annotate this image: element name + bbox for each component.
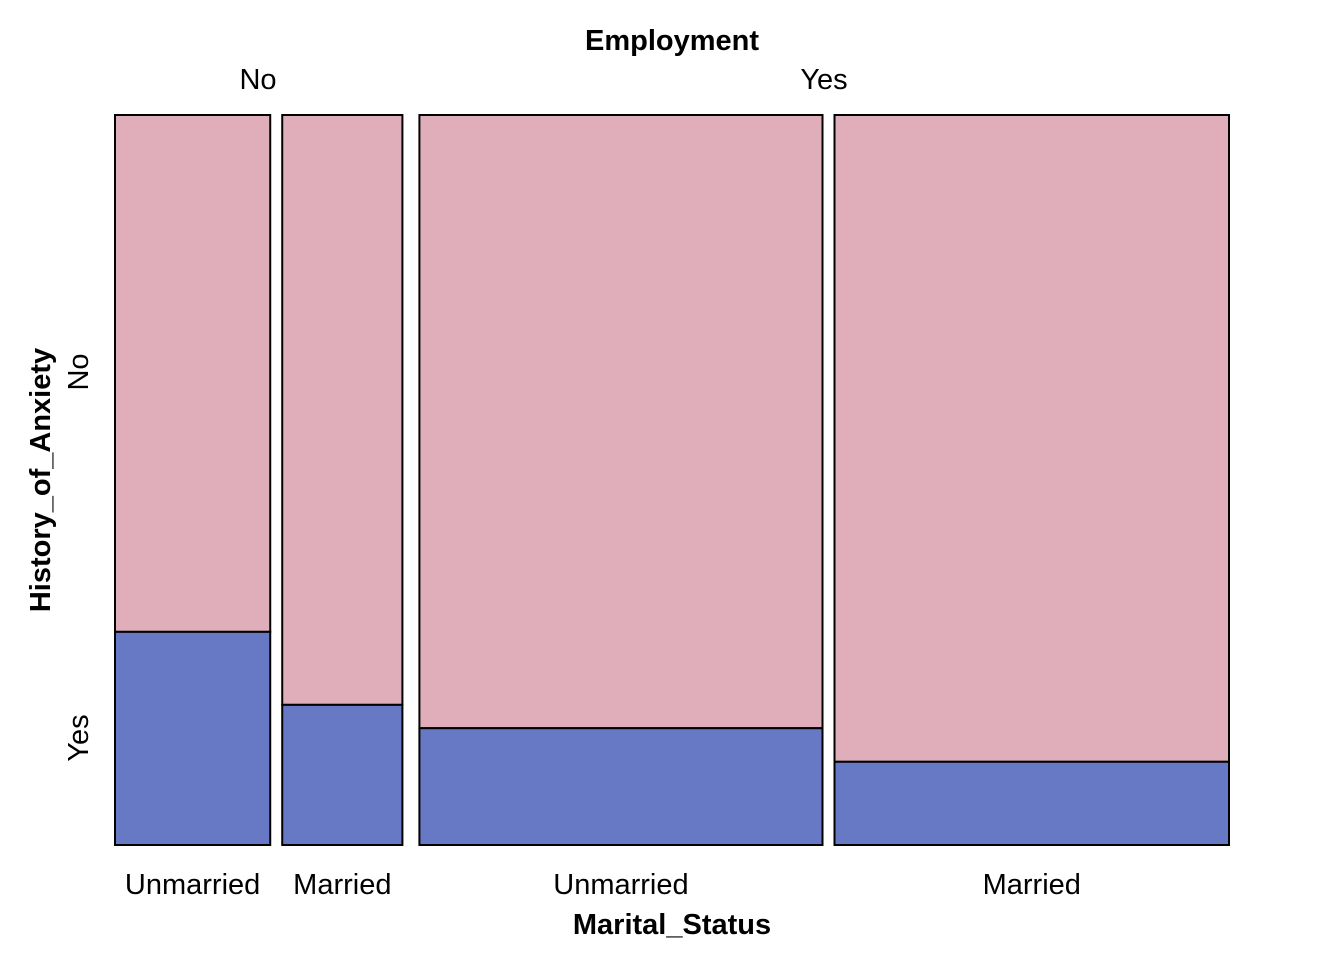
tile-yes-unmarried-anxiety-yes [418, 727, 824, 847]
tile-no-married-anxiety-no [281, 114, 404, 706]
x-tick-label-no-unmarried: Unmarried [125, 869, 260, 901]
tile-no-unmarried-anxiety-no [114, 114, 272, 633]
x-tick-label-no-married: Married [293, 869, 391, 901]
x-tick-label-yes-married: Married [983, 869, 1081, 901]
tile-yes-married-anxiety-yes [833, 760, 1230, 847]
x-axis-title: Marital_Status [573, 909, 771, 941]
x-tick-labels: Unmarried Married Unmarried Married [125, 869, 1081, 901]
mosaic-tiles [114, 114, 1230, 847]
tile-yes-married-anxiety-no [833, 114, 1230, 763]
tile-no-married-anxiety-yes [281, 703, 404, 847]
y-axis-title: History_of_Anxiety [25, 348, 57, 612]
employment-level-no: No [239, 64, 276, 96]
x-tick-label-yes-unmarried: Unmarried [553, 869, 688, 901]
tile-no-unmarried-anxiety-yes [114, 630, 272, 847]
top-variable-title: Employment [585, 25, 759, 57]
y-level-no: No [63, 353, 95, 390]
tile-yes-unmarried-anxiety-no [418, 114, 824, 730]
employment-level-yes: Yes [800, 64, 847, 96]
y-level-yes: Yes [63, 714, 95, 761]
